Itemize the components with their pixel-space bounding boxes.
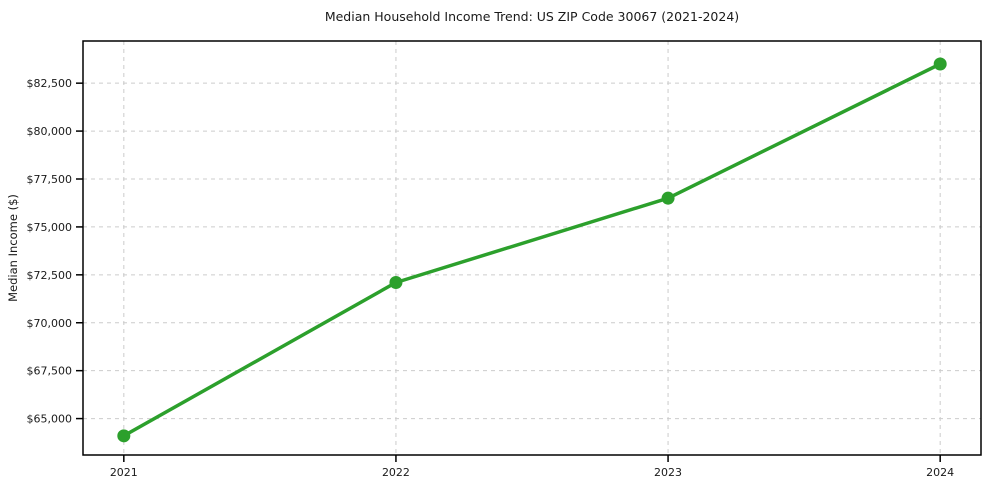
y-tick-label: $70,000 — [27, 317, 73, 330]
x-tick-label: 2023 — [654, 466, 682, 479]
x-tick-label: 2024 — [926, 466, 954, 479]
y-tick-label: $67,500 — [27, 365, 73, 378]
y-axis-label: Median Income ($) — [6, 194, 20, 302]
y-tick-label: $65,000 — [27, 413, 73, 426]
x-tick-label: 2022 — [382, 466, 410, 479]
data-point-marker — [661, 191, 675, 205]
y-tick-label: $80,000 — [27, 125, 73, 138]
y-tick-label: $77,500 — [27, 173, 73, 186]
data-point-marker — [389, 276, 403, 289]
trend-line — [122, 62, 942, 438]
data-point-marker — [117, 429, 131, 443]
y-tick-label: $72,500 — [27, 269, 73, 282]
x-tick-label: 2021 — [110, 466, 138, 479]
y-tick-label: $75,000 — [27, 221, 73, 234]
chart-title: Median Household Income Trend: US ZIP Co… — [325, 9, 739, 24]
data-point-marker — [933, 57, 947, 71]
plot-border — [82, 40, 982, 456]
y-tick-label: $82,500 — [27, 77, 73, 90]
data-series — [117, 57, 947, 443]
grid-lines — [83, 41, 981, 455]
axes: $65,000 $67,500 $70,000 $72,500 $75,000 $77,5… — [27, 77, 955, 479]
